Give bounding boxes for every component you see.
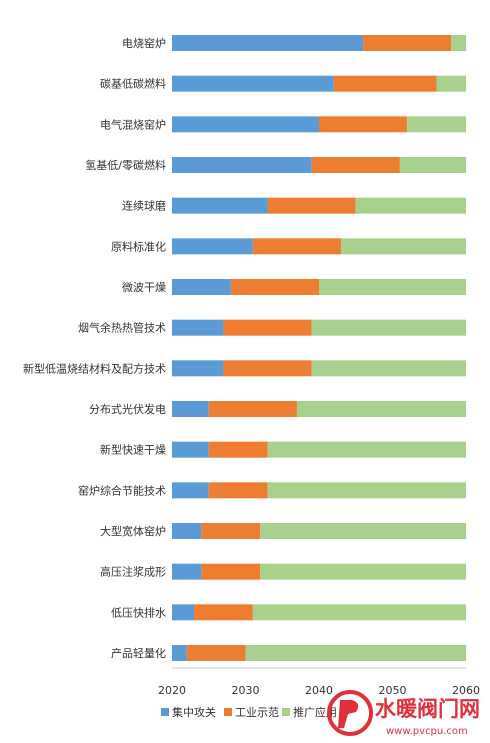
category-label: 分布式光伏发电 <box>89 402 166 416</box>
category-label: 高压注浆成形 <box>100 565 166 579</box>
bar-segment-s0-c7 <box>172 319 224 336</box>
watermark-title: 水暖阀门网 <box>375 697 480 721</box>
category-labels: 电烧窑炉碳基低碳燃料电气混烧窑炉氢基低/零碳燃料连续球磨原料标准化微波干燥烟气余… <box>23 36 166 660</box>
category-label: 微波干燥 <box>122 280 166 294</box>
category-label: 原料标准化 <box>111 239 166 253</box>
x-axis-ticks: 2020 2030 2040 2050 2060 <box>158 684 480 697</box>
bar-segment-s0-c10 <box>172 441 209 458</box>
bar-segment-s1-c11 <box>208 482 268 499</box>
category-label: 烟气余热热管技术 <box>78 321 166 335</box>
bar-segment-s2-c3 <box>399 157 466 173</box>
category-label: 新型低温烧结材料及配方技术 <box>23 361 166 375</box>
bar-segment-s0-c9 <box>172 401 209 417</box>
bar-segment-s1-c12 <box>201 523 261 539</box>
legend-swatch-0 <box>161 708 169 716</box>
legend-label-0: 集中攻关 <box>172 705 216 719</box>
bar-segment-s0-c3 <box>172 157 312 173</box>
bar-segment-s1-c10 <box>208 441 268 458</box>
bar-segment-s1-c3 <box>311 157 400 173</box>
legend-label-2: 推广应用 <box>293 705 337 719</box>
bar-segment-s1-c0 <box>363 35 452 51</box>
legend-swatch-1 <box>224 708 232 716</box>
bar-segment-s2-c15 <box>245 645 466 661</box>
bar-segment-s2-c5 <box>341 238 466 255</box>
bar-segment-s1-c1 <box>333 75 437 92</box>
bar-segment-s0-c11 <box>172 482 209 499</box>
x-tick-label: 2030 <box>232 684 260 697</box>
category-label: 窑炉综合节能技术 <box>78 483 166 497</box>
bar-segment-s0-c0 <box>172 35 364 51</box>
bar-segment-s2-c12 <box>260 523 466 539</box>
x-tick-label: 2060 <box>452 684 480 697</box>
bar-segment-s1-c13 <box>201 563 261 580</box>
watermark-url: www.pvcpu.com <box>386 726 468 737</box>
bar-segment-s2-c6 <box>319 279 466 295</box>
category-label: 大型宽体窑炉 <box>100 524 166 538</box>
bar-segment-s2-c2 <box>407 116 466 133</box>
bar-segment-s0-c14 <box>172 604 195 621</box>
bar-segment-s1-c5 <box>252 238 342 255</box>
bar-segment-s2-c7 <box>311 319 466 336</box>
bar-segment-s1-c6 <box>230 279 319 295</box>
bar-segment-s2-c9 <box>296 401 466 417</box>
bar-segment-s2-c4 <box>355 197 466 214</box>
bar-segment-s2-c10 <box>267 441 466 458</box>
bar-segment-s0-c15 <box>172 645 187 661</box>
bar-segment-s0-c12 <box>172 523 202 539</box>
bar-segment-s2-c11 <box>267 482 466 499</box>
watermark-logo-icon <box>327 690 373 736</box>
bar-segment-s0-c8 <box>172 360 224 377</box>
watermark: 水暖阀门网 www.pvcpu.com <box>327 690 480 737</box>
bar-segment-s1-c4 <box>267 197 356 214</box>
bar-segment-s0-c4 <box>172 197 268 214</box>
bar-segment-s1-c2 <box>319 116 408 133</box>
bar-segment-s0-c5 <box>172 238 253 255</box>
category-label: 连续球磨 <box>122 199 166 213</box>
bar-segment-s1-c8 <box>223 360 312 377</box>
bar-segment-s1-c9 <box>208 401 297 417</box>
bar-segment-s2-c8 <box>311 360 466 377</box>
bar-segment-s2-c13 <box>260 563 466 580</box>
category-label: 产品轻量化 <box>111 646 166 660</box>
bar-segment-s1-c7 <box>223 319 312 336</box>
x-tick-label: 2020 <box>158 684 186 697</box>
bar-segment-s0-c13 <box>172 563 202 580</box>
bar-segment-s1-c15 <box>186 645 246 661</box>
category-label: 电气混烧窑炉 <box>100 117 166 131</box>
category-label: 电烧窑炉 <box>122 36 166 50</box>
legend-swatch-2 <box>282 708 290 716</box>
bar-segment-s1-c14 <box>194 604 253 621</box>
bar-segment-s0-c6 <box>172 279 231 295</box>
x-tick-label: 2040 <box>305 684 333 697</box>
bar-segment-s2-c0 <box>451 35 466 51</box>
bar-segment-s0-c1 <box>172 75 334 92</box>
bar-segment-s2-c14 <box>252 604 466 621</box>
bars-layer <box>172 35 466 661</box>
legend: 集中攻关 工业示范 推广应用 <box>161 705 337 719</box>
bar-segment-s2-c1 <box>436 75 466 92</box>
bar-segment-s0-c2 <box>172 116 319 133</box>
legend-label-1: 工业示范 <box>235 705 279 719</box>
category-label: 低压快排水 <box>111 605 166 619</box>
category-label: 氢基低/零碳燃料 <box>85 158 166 172</box>
category-label: 新型快速干燥 <box>100 443 166 457</box>
x-tick-label: 2050 <box>379 684 407 697</box>
category-label: 碳基低碳燃料 <box>100 77 166 91</box>
